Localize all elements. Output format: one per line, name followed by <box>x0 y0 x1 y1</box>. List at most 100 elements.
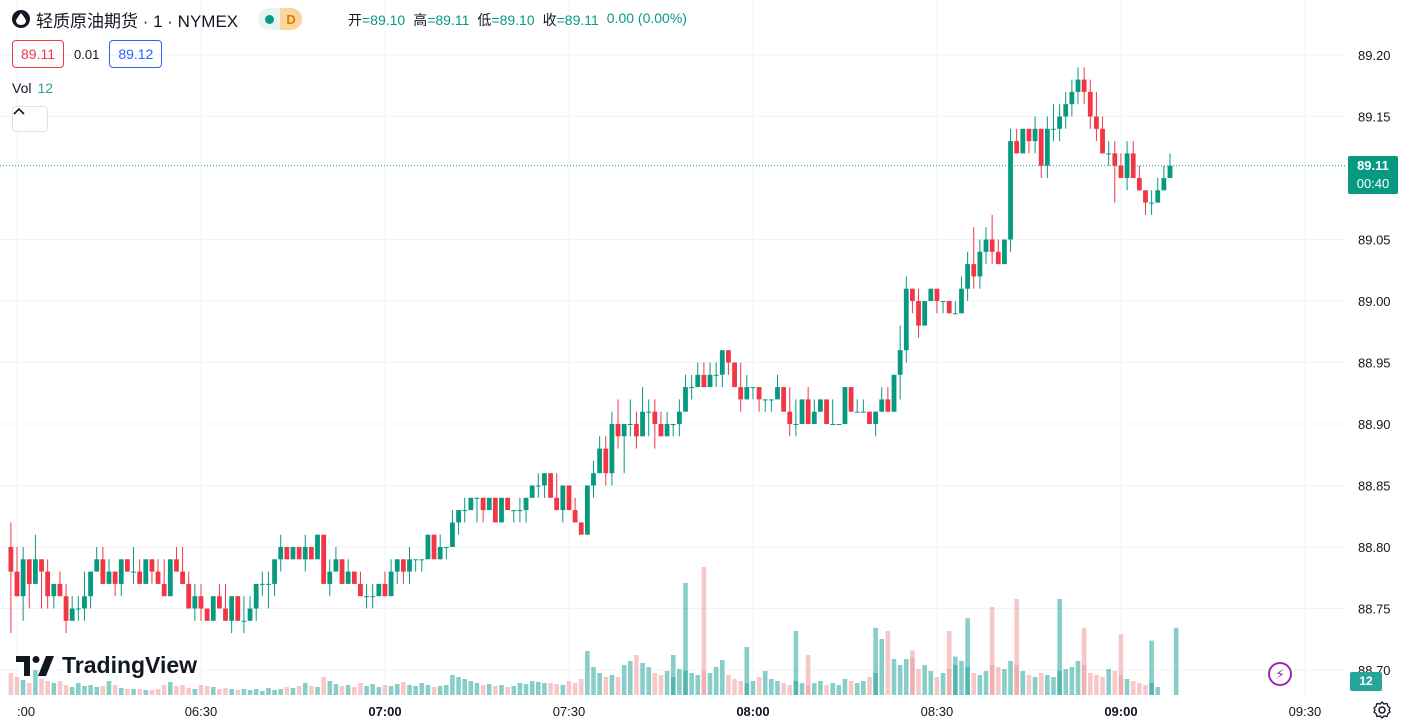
candle-body <box>983 239 989 252</box>
candle-body <box>989 239 995 252</box>
candle-body <box>499 497 504 523</box>
volume-label: Vol <box>12 80 32 96</box>
volume-bar <box>756 677 762 695</box>
volume-bar <box>63 685 69 695</box>
candle-body <box>1069 91 1075 105</box>
candle-body <box>1032 128 1038 142</box>
gear-icon[interactable] <box>1372 700 1392 720</box>
volume-bar <box>253 689 259 695</box>
collapse-legend-button[interactable] <box>12 106 48 132</box>
volume-bar <box>1087 673 1093 695</box>
volume-bar <box>769 679 774 695</box>
volume-bar <box>965 618 970 695</box>
candle-body <box>339 559 345 584</box>
candle-body <box>523 497 529 511</box>
ohlc-high: 高=89.11 <box>413 12 470 28</box>
candle-body <box>597 448 603 474</box>
volume-bar <box>1075 661 1081 695</box>
volume-bar <box>1106 669 1111 695</box>
candle-body <box>204 608 210 621</box>
chevron-up-icon <box>13 107 25 115</box>
volume-bar <box>33 670 38 695</box>
volume-bar <box>664 671 670 695</box>
candle-body <box>333 559 339 572</box>
volume-bar <box>805 655 811 695</box>
volume-bar <box>781 683 786 695</box>
volume-bar <box>137 689 142 695</box>
candle-body <box>1100 128 1105 154</box>
tradingview-logo[interactable]: TradingView <box>16 652 197 679</box>
candle-body <box>229 596 235 621</box>
candle-body <box>75 608 81 610</box>
volume-bar <box>750 681 756 695</box>
candle-body <box>713 374 719 376</box>
candle-body <box>775 387 780 400</box>
volume-bar <box>554 684 560 695</box>
market-status[interactable]: D <box>258 8 303 30</box>
candle-body <box>1051 128 1056 130</box>
candle-body <box>1002 239 1007 265</box>
volume-bar <box>1008 661 1013 695</box>
candle-body <box>805 399 811 424</box>
candle-body <box>14 571 20 597</box>
candle-body <box>854 411 860 413</box>
candle-body <box>198 596 204 609</box>
volume-bar <box>1130 681 1136 695</box>
candle-body <box>1124 153 1130 178</box>
volume-bar <box>566 681 572 695</box>
volume-bar <box>842 679 848 695</box>
volume-bar <box>634 655 639 695</box>
candle-body <box>210 596 216 621</box>
volume-bar <box>713 667 719 695</box>
candle-body <box>689 387 695 389</box>
volume-bar <box>444 685 449 695</box>
candle-body <box>394 559 400 572</box>
volume-bar <box>916 669 921 695</box>
candle-body <box>940 301 946 302</box>
volume-bar <box>799 683 805 695</box>
volume-bar <box>1124 679 1130 695</box>
volume-bar <box>419 683 425 695</box>
candle-body <box>762 399 768 401</box>
candle-body <box>1094 116 1099 129</box>
ask-button[interactable]: 89.12 <box>109 40 163 68</box>
volume-bar <box>1045 675 1050 695</box>
candle-body <box>1143 190 1148 203</box>
symbol-title[interactable]: 轻质原油期货 · 1 · NYMEX <box>36 11 239 31</box>
candle-body <box>542 473 547 486</box>
candle-body <box>738 387 744 400</box>
candle-body <box>928 288 934 301</box>
volume-bar <box>1155 687 1161 695</box>
candle-body <box>799 399 805 424</box>
candle-body <box>216 596 222 609</box>
candle-body <box>609 424 615 474</box>
volume-bar <box>1063 669 1069 695</box>
volume-bar <box>928 671 934 695</box>
lightning-icon[interactable]: ⚡ <box>1268 662 1292 686</box>
candle-body <box>247 608 253 621</box>
volume-bar <box>775 681 780 695</box>
candle-body <box>272 559 277 584</box>
volume-bar <box>615 677 621 695</box>
market-open-icon <box>258 8 281 30</box>
volume-bar <box>413 686 418 695</box>
volume-bar <box>934 677 940 695</box>
candle-body <box>63 596 69 621</box>
volume-bar <box>94 687 100 695</box>
candle-body <box>726 350 731 363</box>
volume-bar <box>125 689 130 695</box>
volume-bar <box>486 684 492 695</box>
candle-body <box>719 350 725 375</box>
candle-body <box>891 374 897 412</box>
candle-body <box>296 547 302 560</box>
volume-bar <box>204 686 210 695</box>
candle-body <box>39 559 44 572</box>
current-price-badge: 89.11 00:40 <box>1348 156 1398 194</box>
x-tick-label: 09:30 <box>1289 704 1322 719</box>
volume-bar <box>474 683 480 695</box>
volume-bar <box>82 686 87 695</box>
volume-bar <box>229 689 234 695</box>
volume-bar <box>370 684 376 695</box>
bid-button[interactable]: 89.11 <box>12 40 64 68</box>
